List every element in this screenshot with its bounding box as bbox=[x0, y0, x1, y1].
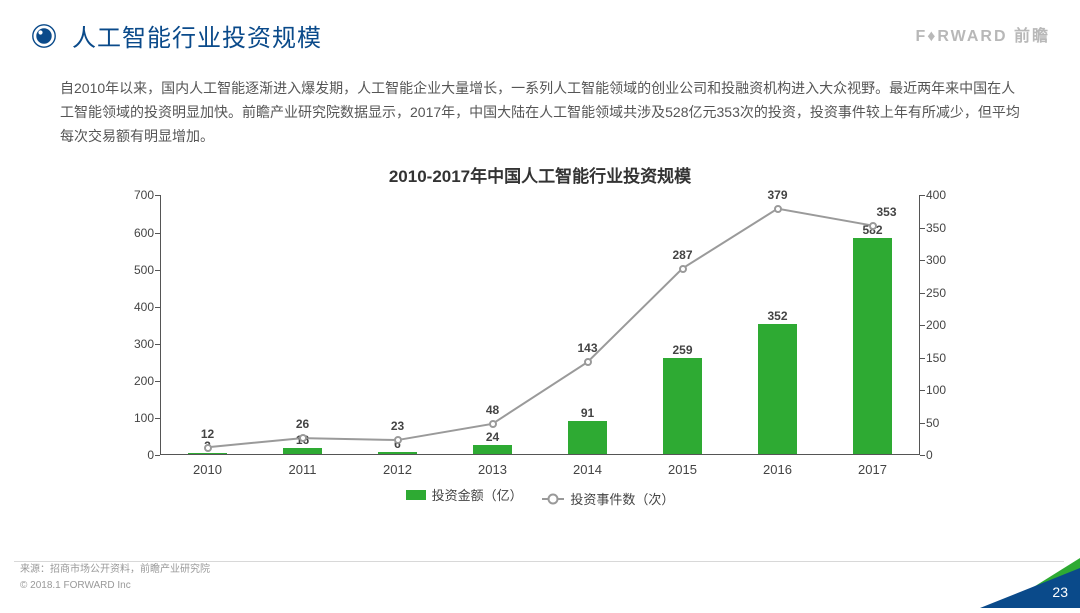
page-number: 23 bbox=[1052, 584, 1068, 600]
legend-bar-swatch bbox=[406, 490, 426, 500]
y-left-tick-mark bbox=[155, 455, 160, 456]
y-right-tick: 100 bbox=[926, 383, 954, 397]
line-point bbox=[869, 222, 877, 230]
y-right-tick: 150 bbox=[926, 351, 954, 365]
y-right-tick: 350 bbox=[926, 221, 954, 235]
x-tick-label: 2011 bbox=[289, 462, 317, 477]
line-point bbox=[679, 265, 687, 273]
y-right-tick: 250 bbox=[926, 286, 954, 300]
x-tick-label: 2013 bbox=[478, 462, 507, 477]
brand-logo: F♦RWARD 前瞻 bbox=[915, 22, 1050, 46]
bar bbox=[473, 445, 513, 454]
bar bbox=[758, 324, 798, 455]
y-right-tick-mark bbox=[920, 260, 925, 261]
y-left-tick-mark bbox=[155, 344, 160, 345]
y-right-tick: 200 bbox=[926, 318, 954, 332]
corner-accent bbox=[950, 558, 1080, 608]
chart-legend: 投资金额（亿） 投资事件数（次） bbox=[130, 485, 950, 508]
y-right-tick-mark bbox=[920, 358, 925, 359]
y-right-tick-mark bbox=[920, 455, 925, 456]
y-left-tick: 300 bbox=[126, 337, 154, 351]
intro-paragraph: 自2010年以来，国内人工智能逐渐进入爆发期，人工智能企业大量增长，一系列人工智… bbox=[0, 63, 1080, 148]
line-value-label: 287 bbox=[672, 248, 692, 262]
source-text: 来源：招商市场公开资料，前瞻产业研究院 bbox=[20, 562, 210, 578]
bar bbox=[283, 448, 323, 454]
y-right-tick-mark bbox=[920, 228, 925, 229]
line-point bbox=[774, 205, 782, 213]
y-left-tick-mark bbox=[155, 233, 160, 234]
y-left-tick: 700 bbox=[126, 188, 154, 202]
y-right-tick: 300 bbox=[926, 253, 954, 267]
line-value-label: 143 bbox=[577, 342, 597, 356]
page-title: 人工智能行业投资规模 bbox=[72, 18, 322, 53]
x-tick-label: 2016 bbox=[763, 462, 792, 477]
x-tick-label: 2010 bbox=[193, 462, 222, 477]
y-right-tick: 50 bbox=[926, 416, 954, 430]
bar-value-label: 259 bbox=[672, 343, 692, 357]
line-value-label: 48 bbox=[486, 403, 499, 417]
bar-value-label: 91 bbox=[581, 406, 594, 420]
y-right-tick-mark bbox=[920, 195, 925, 196]
line-value-label: 353 bbox=[876, 205, 896, 219]
line-value-label: 26 bbox=[296, 418, 309, 432]
x-tick-label: 2017 bbox=[858, 462, 887, 477]
y-left-tick-mark bbox=[155, 270, 160, 271]
legend-bar-label: 投资金额（亿） bbox=[432, 485, 523, 504]
y-left-tick: 500 bbox=[126, 263, 154, 277]
line-point bbox=[299, 434, 307, 442]
y-right-tick-mark bbox=[920, 423, 925, 424]
line-value-label: 12 bbox=[201, 427, 214, 441]
y-axis-left bbox=[160, 195, 161, 455]
copyright-text: © 2018.1 FORWARD Inc bbox=[20, 578, 210, 594]
line-point bbox=[204, 444, 212, 452]
bar bbox=[188, 453, 228, 454]
y-right-tick: 0 bbox=[926, 448, 954, 462]
bar-value-label: 352 bbox=[767, 309, 787, 323]
legend-line: 投资事件数（次） bbox=[542, 489, 674, 508]
y-right-tick-mark bbox=[920, 325, 925, 326]
y-right-tick-mark bbox=[920, 390, 925, 391]
line-series bbox=[160, 195, 920, 455]
chart-plot: 0100200300400500600700050100150200250300… bbox=[160, 195, 920, 455]
footer: 来源：招商市场公开资料，前瞻产业研究院 © 2018.1 FORWARD Inc bbox=[20, 562, 210, 594]
line-point bbox=[584, 358, 592, 366]
bar bbox=[568, 421, 608, 455]
y-left-tick: 0 bbox=[126, 448, 154, 462]
legend-bars: 投资金额（亿） bbox=[406, 485, 523, 504]
bar bbox=[853, 238, 893, 454]
line-value-label: 23 bbox=[391, 420, 404, 434]
y-left-tick-mark bbox=[155, 195, 160, 196]
bar-value-label: 24 bbox=[486, 430, 499, 444]
y-left-tick: 400 bbox=[126, 300, 154, 314]
y-left-tick-mark bbox=[155, 307, 160, 308]
x-axis bbox=[160, 454, 920, 455]
line-point bbox=[489, 420, 497, 428]
line-value-label: 379 bbox=[767, 188, 787, 202]
x-tick-label: 2014 bbox=[573, 462, 602, 477]
chart-title: 2010-2017年中国人工智能行业投资规模 bbox=[130, 162, 950, 187]
y-right-tick-mark bbox=[920, 293, 925, 294]
legend-line-swatch bbox=[542, 498, 564, 500]
y-left-tick-mark bbox=[155, 381, 160, 382]
x-tick-label: 2015 bbox=[668, 462, 697, 477]
line-point bbox=[394, 436, 402, 444]
x-tick-label: 2012 bbox=[383, 462, 412, 477]
logo-icon bbox=[30, 22, 58, 50]
y-left-tick-mark bbox=[155, 418, 160, 419]
y-right-tick: 400 bbox=[926, 188, 954, 202]
legend-line-label: 投资事件数（次） bbox=[570, 489, 674, 508]
bar bbox=[378, 452, 418, 454]
y-left-tick: 100 bbox=[126, 411, 154, 425]
chart-container: 2010-2017年中国人工智能行业投资规模 01002003004005006… bbox=[130, 162, 950, 522]
y-left-tick: 600 bbox=[126, 226, 154, 240]
y-left-tick: 200 bbox=[126, 374, 154, 388]
bar bbox=[663, 358, 703, 454]
